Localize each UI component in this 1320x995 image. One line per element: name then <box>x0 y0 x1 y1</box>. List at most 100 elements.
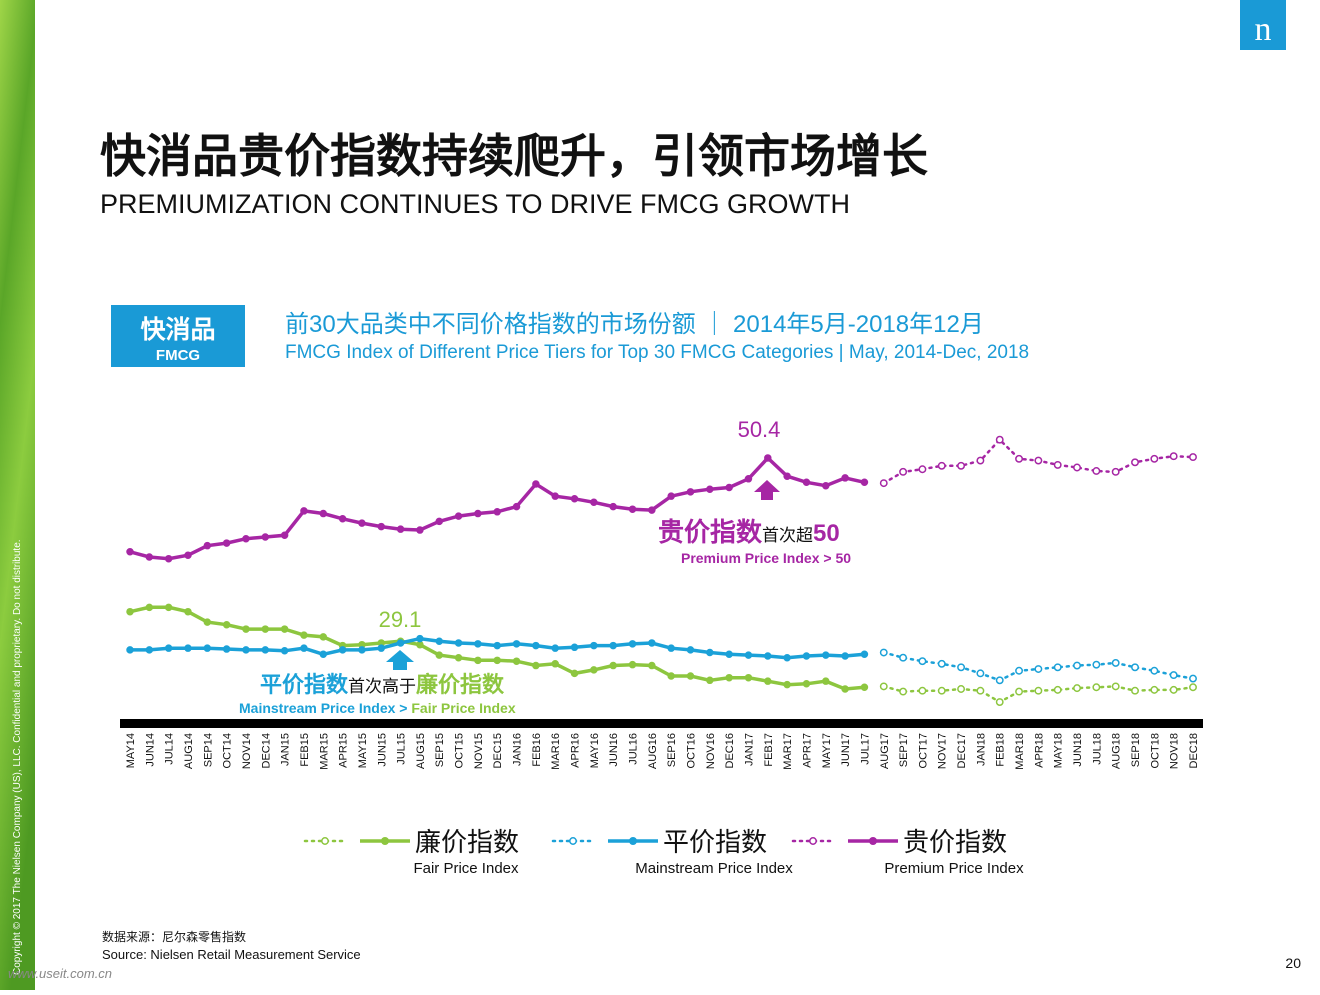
marker <box>474 656 482 665</box>
projected-marker <box>1034 686 1043 695</box>
marker <box>783 472 791 480</box>
projected-marker <box>957 461 966 470</box>
x-tick-label: JAN18 <box>975 733 987 766</box>
marker <box>377 522 386 531</box>
marker <box>454 653 463 662</box>
x-axis <box>120 719 1203 728</box>
legend-dot <box>321 837 329 845</box>
projected-marker <box>976 456 985 465</box>
marker <box>783 653 791 662</box>
x-tick-label: SEP17 <box>898 733 910 767</box>
marker <box>822 677 830 685</box>
projected-marker <box>1015 687 1024 696</box>
x-tick-label: JUL16 <box>628 733 640 765</box>
note-part: 首次高于 <box>348 677 416 696</box>
projected-marker <box>1131 663 1139 672</box>
projected-marker <box>937 461 946 470</box>
marker <box>744 673 753 682</box>
projected-marker <box>1111 467 1120 476</box>
marker <box>300 507 308 515</box>
note-part: Mainstream Price Index > <box>239 700 407 716</box>
projected-marker <box>957 663 966 672</box>
x-tick-label: NOV18 <box>1169 733 1181 769</box>
marker <box>164 554 173 563</box>
badge <box>111 305 245 367</box>
x-tick-label: AUG17 <box>879 733 891 769</box>
projected-marker <box>1150 666 1159 675</box>
marker <box>377 644 386 652</box>
mainstream-note-en: Mainstream Price Index > Fair Price Inde… <box>239 700 516 716</box>
x-tick-label: DEC16 <box>724 733 736 768</box>
marker <box>435 517 443 526</box>
marker <box>164 603 173 612</box>
legend-label: 平价指数 <box>663 827 767 857</box>
projected-marker <box>1073 463 1081 472</box>
x-tick-label: FEB15 <box>299 733 311 767</box>
x-tick-label: APR17 <box>801 733 813 768</box>
marker <box>222 620 231 629</box>
marker <box>570 669 579 678</box>
projected-marker <box>899 687 908 696</box>
marker <box>551 660 559 668</box>
marker <box>512 657 521 665</box>
projected-marker <box>1131 686 1139 695</box>
legend-label: 廉价指数 <box>415 827 519 857</box>
projected-marker <box>1189 453 1197 462</box>
marker <box>261 646 270 654</box>
marker <box>435 651 443 659</box>
marker <box>609 661 617 670</box>
marker <box>338 646 347 654</box>
marker <box>493 656 501 665</box>
marker <box>706 485 714 493</box>
projected-marker <box>1111 658 1120 667</box>
marker <box>648 661 656 670</box>
marker <box>841 685 849 693</box>
projected-marker <box>995 435 1004 444</box>
marker <box>358 519 366 527</box>
x-tick-label: JUN18 <box>1072 733 1084 767</box>
x-tick-label: SEP18 <box>1130 733 1142 767</box>
x-tick-label: DEC15 <box>492 733 504 768</box>
marker <box>396 525 405 533</box>
marker <box>242 534 250 543</box>
note-part: 50 <box>813 520 840 547</box>
x-tick-label: JAN16 <box>512 733 524 766</box>
marker <box>628 505 637 513</box>
x-tick-label: SEP15 <box>434 733 446 767</box>
marker <box>532 641 540 650</box>
projected-marker <box>995 676 1004 685</box>
projected-marker <box>995 698 1004 706</box>
marker <box>203 541 212 550</box>
legend-dot <box>629 837 637 845</box>
marker <box>300 644 308 652</box>
x-tick-label: JUL15 <box>396 733 408 765</box>
projected-marker <box>1169 685 1178 694</box>
marker <box>435 637 443 645</box>
x-tick-label: JAN15 <box>280 733 292 766</box>
marker <box>570 643 579 652</box>
x-tick-label: NOV14 <box>241 733 253 769</box>
marker <box>686 646 695 654</box>
marker <box>126 607 134 616</box>
marker <box>686 488 695 496</box>
legend-dot <box>869 837 877 845</box>
cross-label: 29.1 <box>379 607 422 632</box>
chart-subtitle: FMCG Index of Different Price Tiers for … <box>285 342 1029 363</box>
projected-marker <box>1131 458 1139 467</box>
x-tick-label: JUL18 <box>1091 733 1103 765</box>
x-tick-label: DEC14 <box>260 733 272 768</box>
x-tick-label: JUL17 <box>859 733 871 765</box>
projected-marker <box>1015 454 1024 463</box>
marker <box>628 640 637 648</box>
marker <box>628 660 637 669</box>
marker <box>706 648 714 657</box>
x-tick-label: DEC18 <box>1188 733 1200 768</box>
marker <box>203 644 212 652</box>
marker <box>454 512 463 520</box>
projected-marker <box>1053 460 1062 469</box>
x-tick-label: FEB18 <box>995 733 1007 767</box>
logo: n <box>1255 11 1272 48</box>
legend-label-en: Premium Price Index <box>884 860 1024 877</box>
projected-marker <box>1169 671 1178 680</box>
chart-title: 前30大品类中不同价格指数的市场份额 ｜ 2014年5月-2018年12月 <box>285 311 984 338</box>
